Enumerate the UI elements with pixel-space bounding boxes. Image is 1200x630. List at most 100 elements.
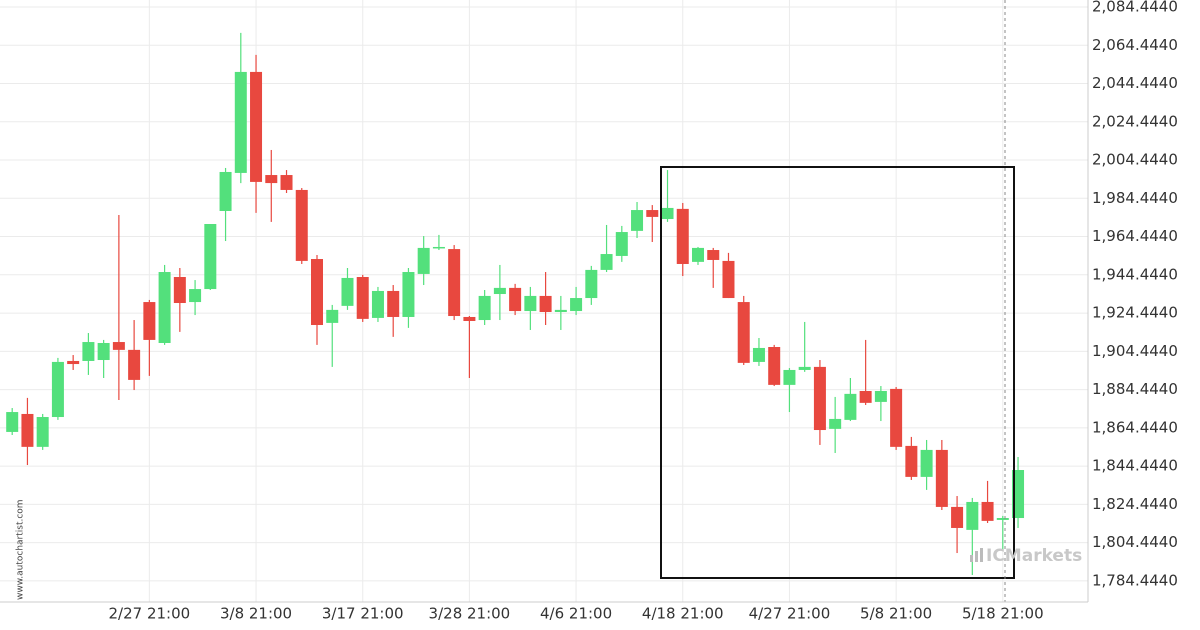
y-tick-label: 1,984.4440 — [1092, 189, 1178, 207]
candle-body — [935, 449, 948, 507]
candle-body — [417, 247, 430, 274]
candle-body — [615, 232, 628, 256]
candle-body — [844, 393, 857, 420]
logo: ICMarkets — [970, 546, 1082, 566]
y-tick-label: 1,844.4440 — [1092, 457, 1178, 475]
y-tick-label: 2,004.4440 — [1092, 151, 1178, 169]
y-tick-label: 1,964.4440 — [1092, 227, 1178, 245]
candle-body — [585, 269, 598, 299]
x-tick-label: 5/18 21:00 — [962, 605, 1044, 623]
candle-body — [524, 295, 537, 312]
candle-body — [219, 171, 232, 211]
y-tick-label: 2,044.4440 — [1092, 74, 1178, 92]
candle-body — [722, 260, 735, 299]
candle-body — [646, 210, 659, 217]
candle-body — [752, 347, 765, 362]
candle-body — [539, 295, 552, 312]
candle-body — [874, 391, 887, 402]
candle-body — [829, 418, 842, 429]
candle-body — [692, 247, 704, 262]
candle-body — [737, 302, 750, 363]
candle-body — [21, 413, 34, 447]
candle-body — [509, 287, 522, 312]
x-tick-label: 4/6 21:00 — [540, 605, 612, 623]
candle-body — [661, 207, 674, 220]
y-tick-label: 1,784.4440 — [1092, 571, 1178, 589]
x-tick-label: 4/18 21:00 — [642, 605, 724, 623]
y-tick-label: 2,084.4440 — [1092, 0, 1178, 15]
candle-body — [143, 302, 156, 340]
x-tick-label: 3/17 21:00 — [322, 605, 404, 623]
candle-body — [6, 412, 19, 432]
y-tick-label: 1,804.4440 — [1092, 533, 1178, 551]
y-tick-label: 1,864.4440 — [1092, 418, 1178, 436]
candle-body — [128, 349, 141, 380]
candle-body — [112, 342, 125, 350]
candle-body — [890, 388, 903, 447]
candle-body — [493, 287, 506, 295]
candle-body — [371, 290, 384, 318]
candle-body — [813, 366, 826, 431]
candle-body — [981, 501, 994, 521]
candle-body — [387, 290, 400, 317]
candle-body — [676, 208, 689, 264]
candle-body — [402, 272, 415, 317]
logo-text: ICMarkets — [986, 546, 1082, 566]
y-tick-label: 1,824.4440 — [1092, 495, 1178, 513]
candle-body — [996, 518, 1009, 520]
candle-body — [966, 501, 979, 530]
candle-body — [295, 189, 308, 261]
candle-body — [250, 71, 263, 182]
x-tick-label: 3/28 21:00 — [429, 605, 511, 623]
candle-body — [234, 71, 247, 173]
candle-body — [463, 316, 476, 321]
x-tick-label: 2/27 21:00 — [109, 605, 191, 623]
y-tick-label: 1,904.4440 — [1092, 342, 1178, 360]
candle-body — [478, 295, 491, 321]
candle-body — [448, 249, 461, 317]
candle-body — [158, 272, 171, 343]
candle-body — [341, 277, 354, 306]
candle-body — [36, 417, 49, 447]
candle-body — [631, 210, 644, 231]
candle-body — [600, 254, 613, 270]
candle-body — [265, 175, 278, 184]
candle-body — [783, 369, 796, 385]
candle-body — [768, 347, 781, 385]
candle-body — [311, 259, 323, 326]
candle-body — [951, 506, 964, 528]
candle-body — [204, 224, 217, 290]
y-tick-label: 1,884.4440 — [1092, 380, 1178, 398]
x-tick-label: 4/27 21:00 — [749, 605, 831, 623]
candle-body — [97, 342, 110, 361]
candle-body — [51, 361, 64, 418]
candle-body — [356, 276, 369, 319]
candle-body — [173, 276, 186, 304]
candle-body — [189, 289, 202, 303]
x-tick-label: 3/8 21:00 — [220, 605, 292, 623]
y-tick-label: 2,064.4440 — [1092, 36, 1178, 54]
candle-body — [859, 391, 872, 403]
candle-body — [1012, 470, 1025, 519]
grid — [0, 0, 1088, 602]
candle-body — [82, 342, 95, 361]
watermark: www.autochartist.com — [16, 499, 26, 600]
candle-body — [326, 309, 339, 323]
pattern-box — [660, 166, 1015, 579]
candle-body — [280, 175, 293, 190]
y-tick-label: 2,024.4440 — [1092, 112, 1178, 130]
x-tick-label: 5/8 21:00 — [860, 605, 932, 623]
candle-body — [798, 366, 811, 370]
candle-body — [67, 360, 80, 365]
candles — [6, 32, 1025, 576]
candle-body — [570, 298, 583, 312]
candle-body — [554, 309, 567, 312]
y-tick-label: 1,924.4440 — [1092, 304, 1178, 322]
candle-body — [707, 250, 720, 260]
candle-body — [432, 246, 445, 249]
candle-body — [905, 445, 918, 477]
y-tick-label: 1,944.4440 — [1092, 265, 1178, 283]
candle-body — [920, 449, 933, 477]
